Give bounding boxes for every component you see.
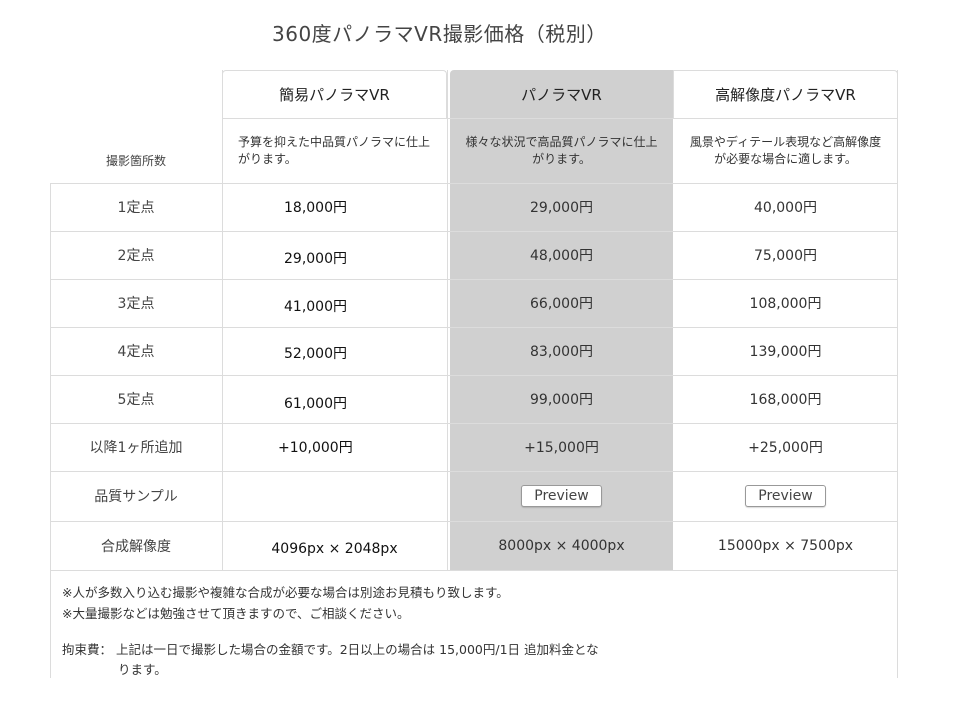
- grid-line: [222, 70, 223, 570]
- preview-button-standard[interactable]: Preview: [521, 485, 602, 507]
- table-row: 3定点 41,000円 66,000円 108,000円: [50, 279, 898, 327]
- grid-line: [50, 279, 898, 280]
- grid-line: [897, 570, 898, 678]
- note-line: ります。: [118, 662, 167, 677]
- row-label: 合成解像度: [101, 538, 171, 555]
- price-standard: 99,000円: [450, 375, 673, 423]
- price-basic: +10,000円: [278, 440, 353, 456]
- table-desc-row: 撮影箇所数 予算を抑えた中品質パノラマに仕上がります。 様々な状況で高品質パノラ…: [50, 118, 898, 183]
- grid-line: [50, 327, 898, 328]
- price-standard: 83,000円: [450, 327, 673, 375]
- grid-line: [50, 183, 898, 184]
- row-label: 1定点: [117, 200, 155, 216]
- plan-desc-standard: 様々な状況で高品質パノラマに仕上がります。: [450, 118, 673, 183]
- table-row: 5定点 61,000円 99,000円 168,000円: [50, 375, 898, 423]
- row-label: 以降1ヶ所追加: [89, 440, 183, 456]
- table-header-row: 簡易パノラマVR パノラマVR 高解像度パノラマVR: [50, 70, 898, 118]
- grid-line: [50, 423, 898, 424]
- price-highres: 168,000円: [749, 392, 822, 408]
- sample-standard: Preview: [450, 471, 673, 521]
- row-label: 2定点: [117, 248, 155, 264]
- price-highres: 40,000円: [754, 200, 817, 216]
- sample-highres: Preview: [673, 471, 898, 521]
- price-standard: 66,000円: [450, 279, 673, 327]
- price-standard: 48,000円: [450, 231, 673, 279]
- row-label: 5定点: [117, 392, 155, 408]
- price-highres: 139,000円: [749, 344, 822, 360]
- resolution-highres: 15000px × 7500px: [717, 537, 854, 554]
- plan-name-standard: パノラマVR: [450, 70, 673, 118]
- price-basic: 41,000円: [284, 299, 347, 315]
- price-highres: 108,000円: [749, 296, 822, 312]
- grid-line: [50, 183, 51, 570]
- price-highres: 75,000円: [754, 248, 817, 264]
- resolution-standard: 8000px × 4000px: [450, 521, 673, 570]
- price-basic: 52,000円: [284, 346, 347, 362]
- note-line: ※大量撮影などは勉強させて頂きますので、ご相談ください。: [62, 606, 410, 621]
- row-label: 品質サンプル: [94, 489, 178, 505]
- price-standard: +15,000円: [450, 423, 673, 471]
- price-highres: +25,000円: [748, 440, 823, 456]
- grid-line: [50, 570, 51, 678]
- note-line: 拘束費： 上記は一日で撮影した場合の金額です。2日以上の場合は 15,000円/…: [62, 642, 599, 657]
- resolution-basic: 4096px × 2048px: [271, 540, 398, 557]
- grid-line: [50, 231, 898, 232]
- grid-line: [50, 471, 898, 472]
- plan-desc-highres: 風景やディテール表現など高解像度が必要な場合に適します。: [689, 134, 882, 166]
- preview-button-highres[interactable]: Preview: [745, 485, 826, 507]
- plan-name-highres: 高解像度パノラマVR: [673, 70, 898, 118]
- price-standard: 29,000円: [450, 183, 673, 231]
- page-title: 360度パノラマVR撮影価格（税別）: [272, 22, 607, 46]
- plan-desc-basic: 予算を抑えた中品質パノラマに仕上がります。: [238, 134, 431, 166]
- table-row: 1定点 18,000円 29,000円 40,000円: [50, 183, 898, 231]
- note-line: ※人が多数入り込む撮影や複雑な合成が必要な場合は別途お見積もり致します。: [62, 585, 509, 600]
- grid-line: [222, 118, 898, 119]
- price-basic: 61,000円: [284, 396, 347, 412]
- table-row: 以降1ヶ所追加 +10,000円 +15,000円 +25,000円: [50, 423, 898, 471]
- row-label: 3定点: [117, 296, 155, 312]
- grid-line: [447, 70, 448, 570]
- grid-line: [50, 521, 898, 522]
- grid-line: [50, 570, 898, 571]
- sample-row: 品質サンプル Preview Preview: [50, 471, 898, 521]
- price-basic: 18,000円: [284, 200, 347, 216]
- table-row: 4定点 52,000円 83,000円 139,000円: [50, 327, 898, 375]
- plan-name-basic: 簡易パノラマVR: [222, 70, 447, 118]
- sample-basic: [222, 471, 447, 521]
- table-row: 2定点 29,000円 48,000円 75,000円: [50, 231, 898, 279]
- notes-box: ※人が多数入り込む撮影や複雑な合成が必要な場合は別途お見積もり致します。 ※大量…: [50, 570, 898, 678]
- grid-line: [897, 70, 898, 570]
- row-label: 4定点: [117, 344, 155, 360]
- resolution-row: 合成解像度 4096px × 2048px 8000px × 4000px 15…: [50, 521, 898, 570]
- grid-line: [50, 375, 898, 376]
- row-header-label: 撮影箇所数: [105, 154, 166, 168]
- price-basic: 29,000円: [284, 251, 347, 267]
